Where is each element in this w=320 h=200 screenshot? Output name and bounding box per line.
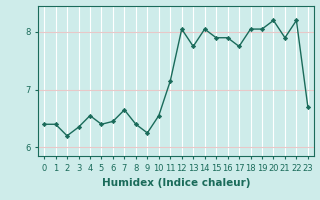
X-axis label: Humidex (Indice chaleur): Humidex (Indice chaleur) xyxy=(102,178,250,188)
